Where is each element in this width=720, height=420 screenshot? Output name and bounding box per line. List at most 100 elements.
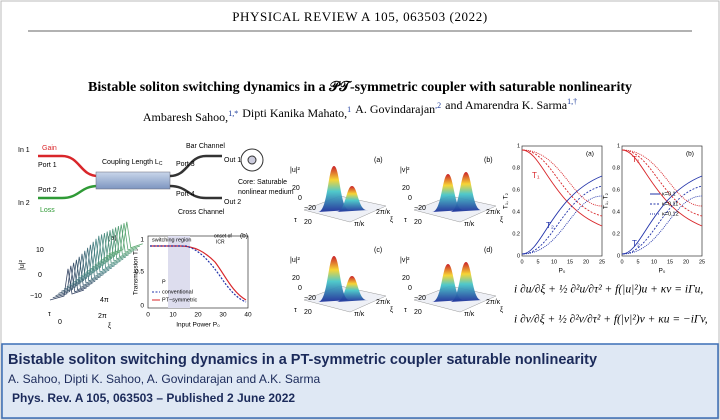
- tick-label: 1: [617, 143, 620, 149]
- surface: [450, 262, 482, 302]
- tick-label: 20: [304, 309, 312, 316]
- panel-tag: (b): [240, 233, 248, 240]
- tick-label: 2π: [98, 313, 107, 320]
- tick-label: 0: [298, 285, 302, 292]
- axis-label: τ: [294, 217, 297, 224]
- trace: [52, 265, 87, 299]
- axis-label: Input Power P₀: [176, 322, 220, 329]
- tick-label: 20: [292, 185, 300, 192]
- tick-label: 2π/κ: [486, 209, 501, 216]
- tick-label: 0.6: [512, 187, 520, 193]
- tick-label: 4π: [100, 297, 109, 304]
- tick-label: 20: [414, 219, 422, 226]
- tick-label: 20: [402, 275, 410, 282]
- waterfall-plot: |u|² 10 0 −10 τ 0 4π 2π ξ (a): [19, 221, 143, 330]
- annotation: ICR: [216, 239, 225, 245]
- tick-label: 0: [520, 259, 523, 265]
- curve: [521, 149, 603, 227]
- label: Port 1: [38, 162, 57, 169]
- tick-label: 15: [667, 259, 673, 265]
- surface: [432, 264, 464, 302]
- axis-label: |v|²: [400, 257, 410, 264]
- label: Out 1: [224, 157, 241, 164]
- legend-label: PT−symmetric: [162, 297, 198, 303]
- cross-guide: [169, 184, 222, 200]
- trace: [69, 247, 104, 285]
- tick-label: π/κ: [464, 311, 475, 318]
- tick-label: 0.4: [512, 209, 520, 215]
- panel-tag: (a): [586, 151, 594, 158]
- trace: [77, 238, 113, 279]
- tick-label: −20: [414, 205, 426, 212]
- label: Gain: [42, 145, 57, 152]
- tick-label: 10: [169, 312, 177, 319]
- label: Bar Channel: [186, 143, 225, 150]
- label: Cross Channel: [178, 209, 225, 216]
- annotation: P: [162, 279, 166, 285]
- tick-label: 30: [219, 312, 227, 319]
- tick-label: 0.2: [612, 231, 620, 237]
- tick-label: −10: [30, 293, 42, 300]
- axis-label: P₀: [658, 268, 665, 275]
- tick-label: −20: [304, 295, 316, 302]
- surface: [432, 174, 464, 212]
- tick-label: 0.6: [612, 187, 620, 193]
- panel-tag: (b): [686, 151, 694, 158]
- caption-title: Bistable soliton switching dynamics in a…: [8, 352, 597, 368]
- axis-label: |u|²: [19, 259, 26, 270]
- curve-label: T₂: [632, 239, 640, 248]
- trace: [58, 259, 93, 294]
- tick-label: 0: [408, 285, 412, 292]
- surface: [336, 186, 368, 212]
- tick-label: 2π/κ: [376, 209, 391, 216]
- label: Coupling Length LC: [102, 159, 163, 167]
- tick-label: 0: [146, 312, 150, 319]
- tick-label: 5: [536, 259, 539, 265]
- trace: [61, 256, 96, 292]
- author-name: and Amarendra K. Sarma: [445, 98, 568, 112]
- axes: [621, 145, 703, 257]
- legend-label: κ=0.1: [662, 191, 676, 197]
- curve: [521, 149, 603, 207]
- curve: [621, 175, 703, 255]
- tick-label: π/κ: [354, 221, 365, 228]
- trace: [100, 225, 135, 261]
- label: In 2: [18, 200, 30, 207]
- tick-label: 10: [36, 247, 44, 254]
- tick-label: 25: [699, 259, 705, 265]
- axis-label: |v|²: [400, 167, 410, 174]
- tick-label: 25: [599, 259, 605, 265]
- label: Loss: [40, 207, 55, 214]
- surface: [318, 166, 350, 212]
- panel-tag: (b): [484, 157, 493, 164]
- caption-box: [1, 343, 719, 419]
- author-name: Dipti Kanika Mahato,: [242, 106, 347, 120]
- axis-label: ξ: [108, 323, 111, 330]
- tick-label: 0: [140, 303, 144, 310]
- paper-title: Bistable soliton switching dynamics in a…: [88, 79, 632, 95]
- trace: [94, 228, 129, 266]
- tick-label: 20: [583, 259, 589, 265]
- curve: [521, 195, 603, 255]
- label: Out 2: [224, 199, 241, 206]
- trace: [91, 230, 127, 268]
- transmission-plot: Transmission T₁ 1 0.5 0 0 10 20 30 40 In…: [133, 233, 252, 329]
- axis-label: ξ: [500, 217, 503, 224]
- label: C: [159, 161, 163, 167]
- axis-label: ξ: [390, 217, 393, 224]
- tick-label: 10: [651, 259, 657, 265]
- tick-label: 20: [292, 275, 300, 282]
- author-affiliation: 1: [347, 105, 351, 114]
- curve: [621, 185, 703, 255]
- axis-label: τ: [294, 307, 297, 314]
- tick-label: 0: [617, 253, 620, 259]
- caption-authors: A. Sahoo, Dipti K. Sahoo, A. Govindaraja…: [8, 372, 321, 386]
- journal-header: PHYSICAL REVIEW A 105, 063503 (2022): [232, 9, 488, 24]
- tick-label: −20: [304, 205, 316, 212]
- tick-label: 0.8: [512, 165, 520, 171]
- tick-label: 0.2: [512, 231, 520, 237]
- curve-label: T₁: [632, 155, 640, 164]
